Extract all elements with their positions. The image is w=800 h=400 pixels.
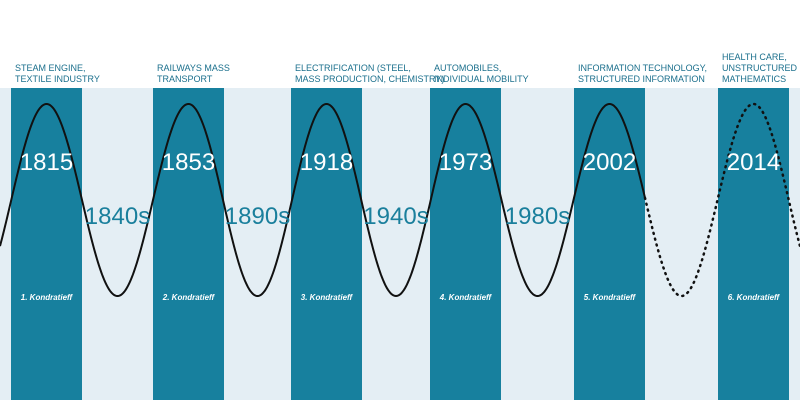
- trough-label: 1980s: [505, 203, 570, 230]
- background-band: [0, 88, 800, 400]
- era-year: 2014: [727, 149, 780, 176]
- wave-forecast: [643, 102, 800, 298]
- era-label: INDIVIDUAL MOBILITY: [434, 74, 529, 84]
- labels: STEAM ENGINE,TEXTILE INDUSTRY 1815 1. Kond…: [15, 52, 800, 302]
- era-label: AUTOMOBILES,: [434, 63, 501, 73]
- era-name: 2. Kondratieff: [162, 293, 216, 302]
- trough-label: 1840s: [85, 203, 150, 230]
- era-year: 2002: [583, 149, 636, 176]
- era-column: [574, 88, 645, 400]
- era-label: INFORMATION TECHNOLOGY,: [578, 63, 707, 73]
- era-label: TRANSPORT: [157, 74, 213, 84]
- era-name: 3. Kondratieff: [301, 293, 354, 302]
- era-column: [430, 88, 501, 400]
- era-label: TEXTILE INDUSTRY: [15, 74, 100, 84]
- era-name: 6. Kondratieff: [728, 293, 781, 302]
- wave-line: [0, 103, 646, 298]
- era-label: RAILWAYS MASS: [157, 63, 230, 73]
- trough-label: 1940s: [363, 203, 428, 230]
- columns: [11, 88, 789, 400]
- trough-label: 1890s: [225, 203, 290, 230]
- era-label: STRUCTURED INFORMATION: [578, 74, 705, 84]
- era-name: 1. Kondratieff: [21, 293, 74, 302]
- era-label: ELECTRIFICATION (STEEL,: [295, 63, 411, 73]
- era-year: 1973: [439, 149, 492, 176]
- era-label: HEALTH CARE,: [722, 52, 787, 62]
- era-label: MASS PRODUCTION, CHEMISTRY): [295, 74, 444, 84]
- era-year: 1918: [300, 149, 353, 176]
- era-label: UNSTRUCTURED INFORMATION: [722, 63, 800, 73]
- era-label: STEAM ENGINE,: [15, 63, 86, 73]
- era-column: [718, 88, 789, 400]
- era-year: 1853: [162, 149, 215, 176]
- era-year: 1815: [20, 149, 73, 176]
- era-name: 5. Kondratieff: [584, 293, 637, 302]
- era-column: [291, 88, 362, 400]
- era-column: [11, 88, 82, 400]
- era-name: 4. Kondratieff: [439, 293, 493, 302]
- era-column: [153, 88, 224, 400]
- era-label: MATHEMATICS: [722, 74, 786, 84]
